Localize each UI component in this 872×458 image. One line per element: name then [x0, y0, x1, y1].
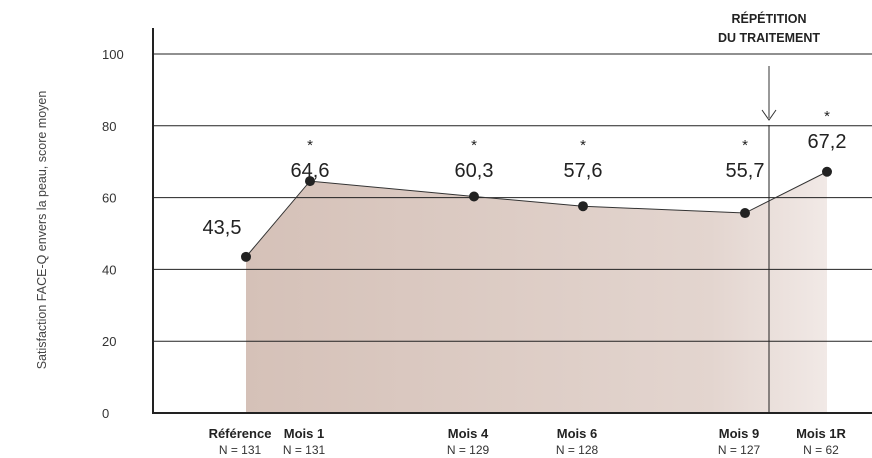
sample-size-label: N = 62: [803, 443, 839, 457]
sample-size-label: N = 127: [718, 443, 761, 457]
sample-size-label: N = 128: [556, 443, 599, 457]
x-tick-label: Référence: [209, 426, 272, 441]
data-point: [241, 252, 251, 262]
value-label: 67,2: [808, 131, 847, 153]
y-tick-label: 0: [102, 406, 109, 421]
sample-size-label: N = 131: [283, 443, 326, 457]
value-label: 60,3: [455, 160, 494, 182]
y-tick-label: 100: [102, 47, 124, 62]
y-tick-label: 60: [102, 191, 116, 206]
y-tick-label: 80: [102, 119, 116, 134]
x-tick-label: Mois 9: [719, 426, 759, 441]
significance-star: *: [307, 137, 313, 154]
x-tick-label: Mois 1R: [796, 426, 846, 441]
significance-star: *: [742, 137, 748, 154]
data-point: [578, 201, 588, 211]
sample-size-label: N = 131: [219, 443, 262, 457]
annotation-line: RÉPÉTITION: [731, 11, 806, 26]
x-tick-label: Mois 6: [557, 426, 597, 441]
value-label: 64,6: [291, 160, 330, 182]
annotation-line: DU TRAITEMENT: [718, 31, 820, 45]
significance-star: *: [580, 137, 586, 154]
area-fill: [246, 172, 827, 413]
y-tick-label: 20: [102, 334, 116, 349]
x-tick-label: Mois 1: [284, 426, 324, 441]
sample-size-label: N = 129: [447, 443, 490, 457]
value-label: 57,6: [564, 160, 603, 182]
y-tick-label: 40: [102, 262, 116, 277]
significance-star: *: [471, 137, 477, 154]
significance-star: *: [824, 108, 830, 125]
value-label: 55,7: [726, 160, 765, 182]
y-axis-label: Satisfaction FACE-Q envers la peau, scor…: [35, 91, 49, 370]
data-point: [822, 167, 832, 177]
data-point: [740, 208, 750, 218]
x-tick-label: Mois 4: [448, 426, 489, 441]
value-label: 43,5: [203, 217, 242, 239]
data-point: [469, 192, 479, 202]
